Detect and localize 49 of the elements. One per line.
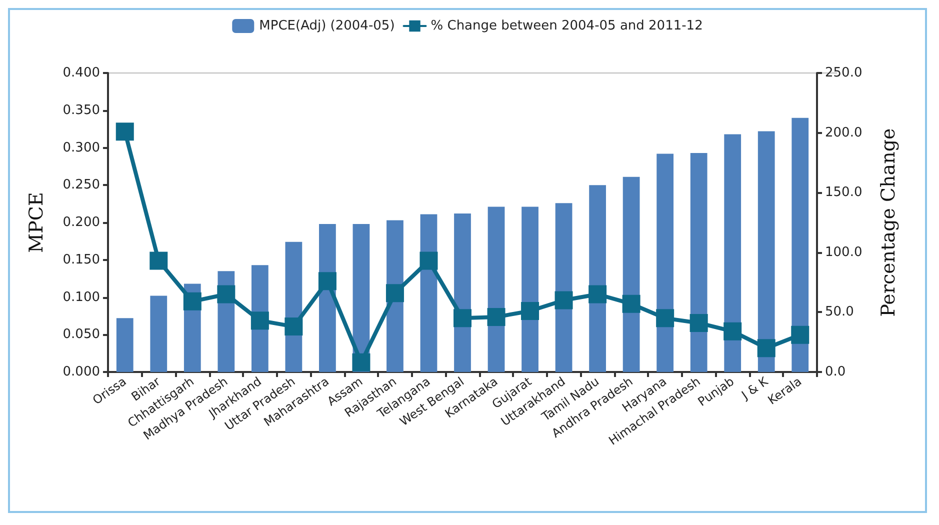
y2-tick-label: 150.0 [825, 185, 862, 200]
point [724, 322, 742, 340]
y-tick-label: 0.250 [62, 178, 100, 193]
bar [724, 134, 742, 372]
y-axis-title: MPCE [26, 192, 48, 253]
y-tick-label: 0.300 [62, 140, 100, 156]
point [588, 285, 607, 304]
bar [150, 296, 168, 372]
y2-axis-title: Percentage Change [878, 128, 900, 317]
point [656, 309, 674, 328]
point [757, 339, 776, 358]
point [217, 285, 236, 304]
y-tick-label: 0.000 [62, 364, 100, 380]
point [420, 252, 438, 270]
point [352, 353, 370, 372]
point [521, 302, 540, 320]
bar [622, 176, 640, 372]
bar [116, 318, 134, 372]
point [250, 312, 269, 330]
point [116, 122, 134, 141]
bar [589, 185, 606, 372]
point [150, 252, 168, 270]
legend-label: MPCE(Adj) (2004-05) [259, 18, 395, 34]
y2-tick-label: 100.0 [825, 244, 862, 260]
point [554, 291, 573, 310]
point [454, 309, 472, 328]
point [622, 294, 640, 313]
bar [656, 154, 674, 372]
bar [758, 131, 775, 372]
point [284, 318, 303, 336]
point [791, 326, 810, 344]
y2-tick-label: 0.0 [825, 364, 846, 380]
y2-tick-label: 200.0 [825, 125, 862, 140]
y-tick-label: 0.050 [62, 327, 100, 342]
point [487, 308, 506, 326]
point [690, 314, 708, 332]
y-tick-label: 0.350 [62, 102, 100, 118]
point [183, 292, 202, 310]
point [386, 284, 404, 302]
y-tick-label: 0.400 [62, 66, 100, 80]
y-tick-label: 0.200 [62, 215, 100, 230]
legend-label: % Change between 2004-05 and 2011-12 [430, 18, 703, 34]
point [318, 272, 336, 290]
bar [792, 118, 809, 372]
y2-tick-label: 50.0 [825, 304, 854, 320]
bar [690, 152, 708, 372]
y-tick-label: 0.150 [62, 252, 100, 268]
y2-tick-label: 250.0 [825, 66, 862, 80]
y-tick-label: 0.100 [62, 290, 100, 305]
